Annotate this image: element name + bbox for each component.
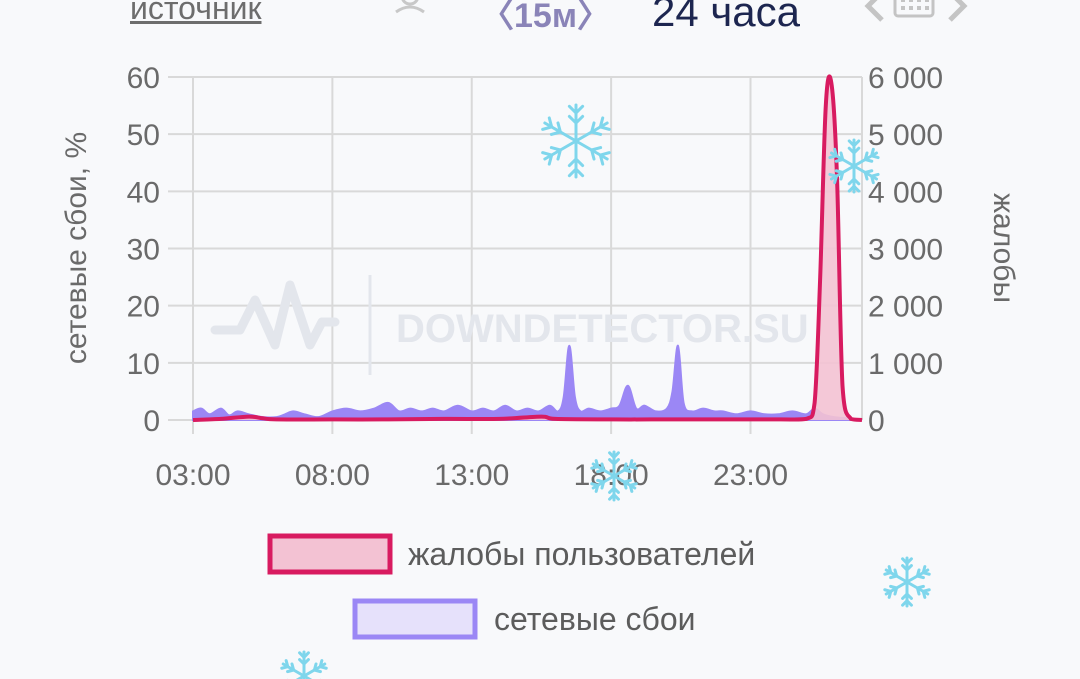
- series-complaints-line: [192, 74, 863, 422]
- legend-item-complaints[interactable]: жалобы пользователей: [267, 533, 755, 575]
- right-tick-label: 5 000: [868, 119, 943, 152]
- chevron-right-icon[interactable]: [944, 0, 972, 33]
- legend-label-failures: сетевые сбои: [494, 601, 696, 637]
- right-tick-label: 1 000: [868, 348, 943, 381]
- chart-header: источник 〈15м〉 24 часа: [0, 0, 1080, 40]
- legend-item-failures[interactable]: сетевые сбои: [352, 598, 696, 640]
- x-axis-ticks: 03:00 08:00 13:00 18:00 23:00: [155, 459, 788, 492]
- left-tick-label: 50: [127, 119, 160, 152]
- snowflake-decorations: [280, 103, 931, 679]
- grid-lines: [168, 76, 863, 434]
- x-tick-label: 08:00: [295, 459, 370, 492]
- left-tick-label: 0: [143, 405, 160, 438]
- source-link[interactable]: источник: [130, 0, 262, 26]
- left-tick-label: 60: [127, 62, 160, 95]
- snowflake-icon: [883, 556, 931, 608]
- chevron-left-icon[interactable]: [860, 0, 888, 33]
- series-layer: [192, 74, 863, 422]
- right-tick-label: 4 000: [868, 176, 943, 209]
- right-axis-title: жалобы: [987, 193, 1020, 303]
- legend: жалобы пользователей сетевые сбои: [267, 533, 755, 640]
- left-tick-label: 10: [127, 348, 160, 381]
- x-tick-label: 03:00: [155, 459, 230, 492]
- left-axis-ticks: 0 10 20 30 40 50 60: [127, 62, 160, 438]
- x-tick-label: 13:00: [434, 459, 509, 492]
- user-icon[interactable]: [390, 0, 430, 33]
- right-axis-ticks: 0 1 000 2 000 3 000 4 000 5 000 6 000: [868, 62, 943, 438]
- calendar-icon[interactable]: [892, 0, 938, 33]
- watermark-text: DOWNDETECTOR.SU: [396, 307, 809, 351]
- interval-toggle-button[interactable]: 〈15м〉: [480, 0, 611, 35]
- legend-swatch-failures: [352, 598, 478, 640]
- range-label[interactable]: 24 часа: [652, 0, 800, 35]
- left-tick-label: 30: [127, 234, 160, 267]
- left-tick-label: 40: [127, 176, 160, 209]
- right-tick-label: 2 000: [868, 291, 943, 324]
- snowflake-icon: [590, 450, 638, 502]
- left-tick-label: 20: [127, 291, 160, 324]
- legend-label-complaints: жалобы пользователей: [408, 536, 755, 572]
- series-failures-area: [192, 344, 863, 421]
- pulse-logo-icon: [210, 280, 340, 350]
- snowflake-icon: [541, 103, 611, 179]
- watermark: DOWNDETECTOR.SU: [210, 275, 809, 375]
- right-tick-label: 6 000: [868, 62, 943, 95]
- left-axis-title: сетевые сбои, %: [60, 132, 93, 364]
- right-tick-label: 0: [868, 405, 885, 438]
- snowflake-icon: [280, 650, 328, 679]
- snowflake-icon: [828, 138, 880, 194]
- x-tick-label: 23:00: [713, 459, 788, 492]
- right-tick-label: 3 000: [868, 234, 943, 267]
- legend-swatch-complaints: [267, 533, 393, 575]
